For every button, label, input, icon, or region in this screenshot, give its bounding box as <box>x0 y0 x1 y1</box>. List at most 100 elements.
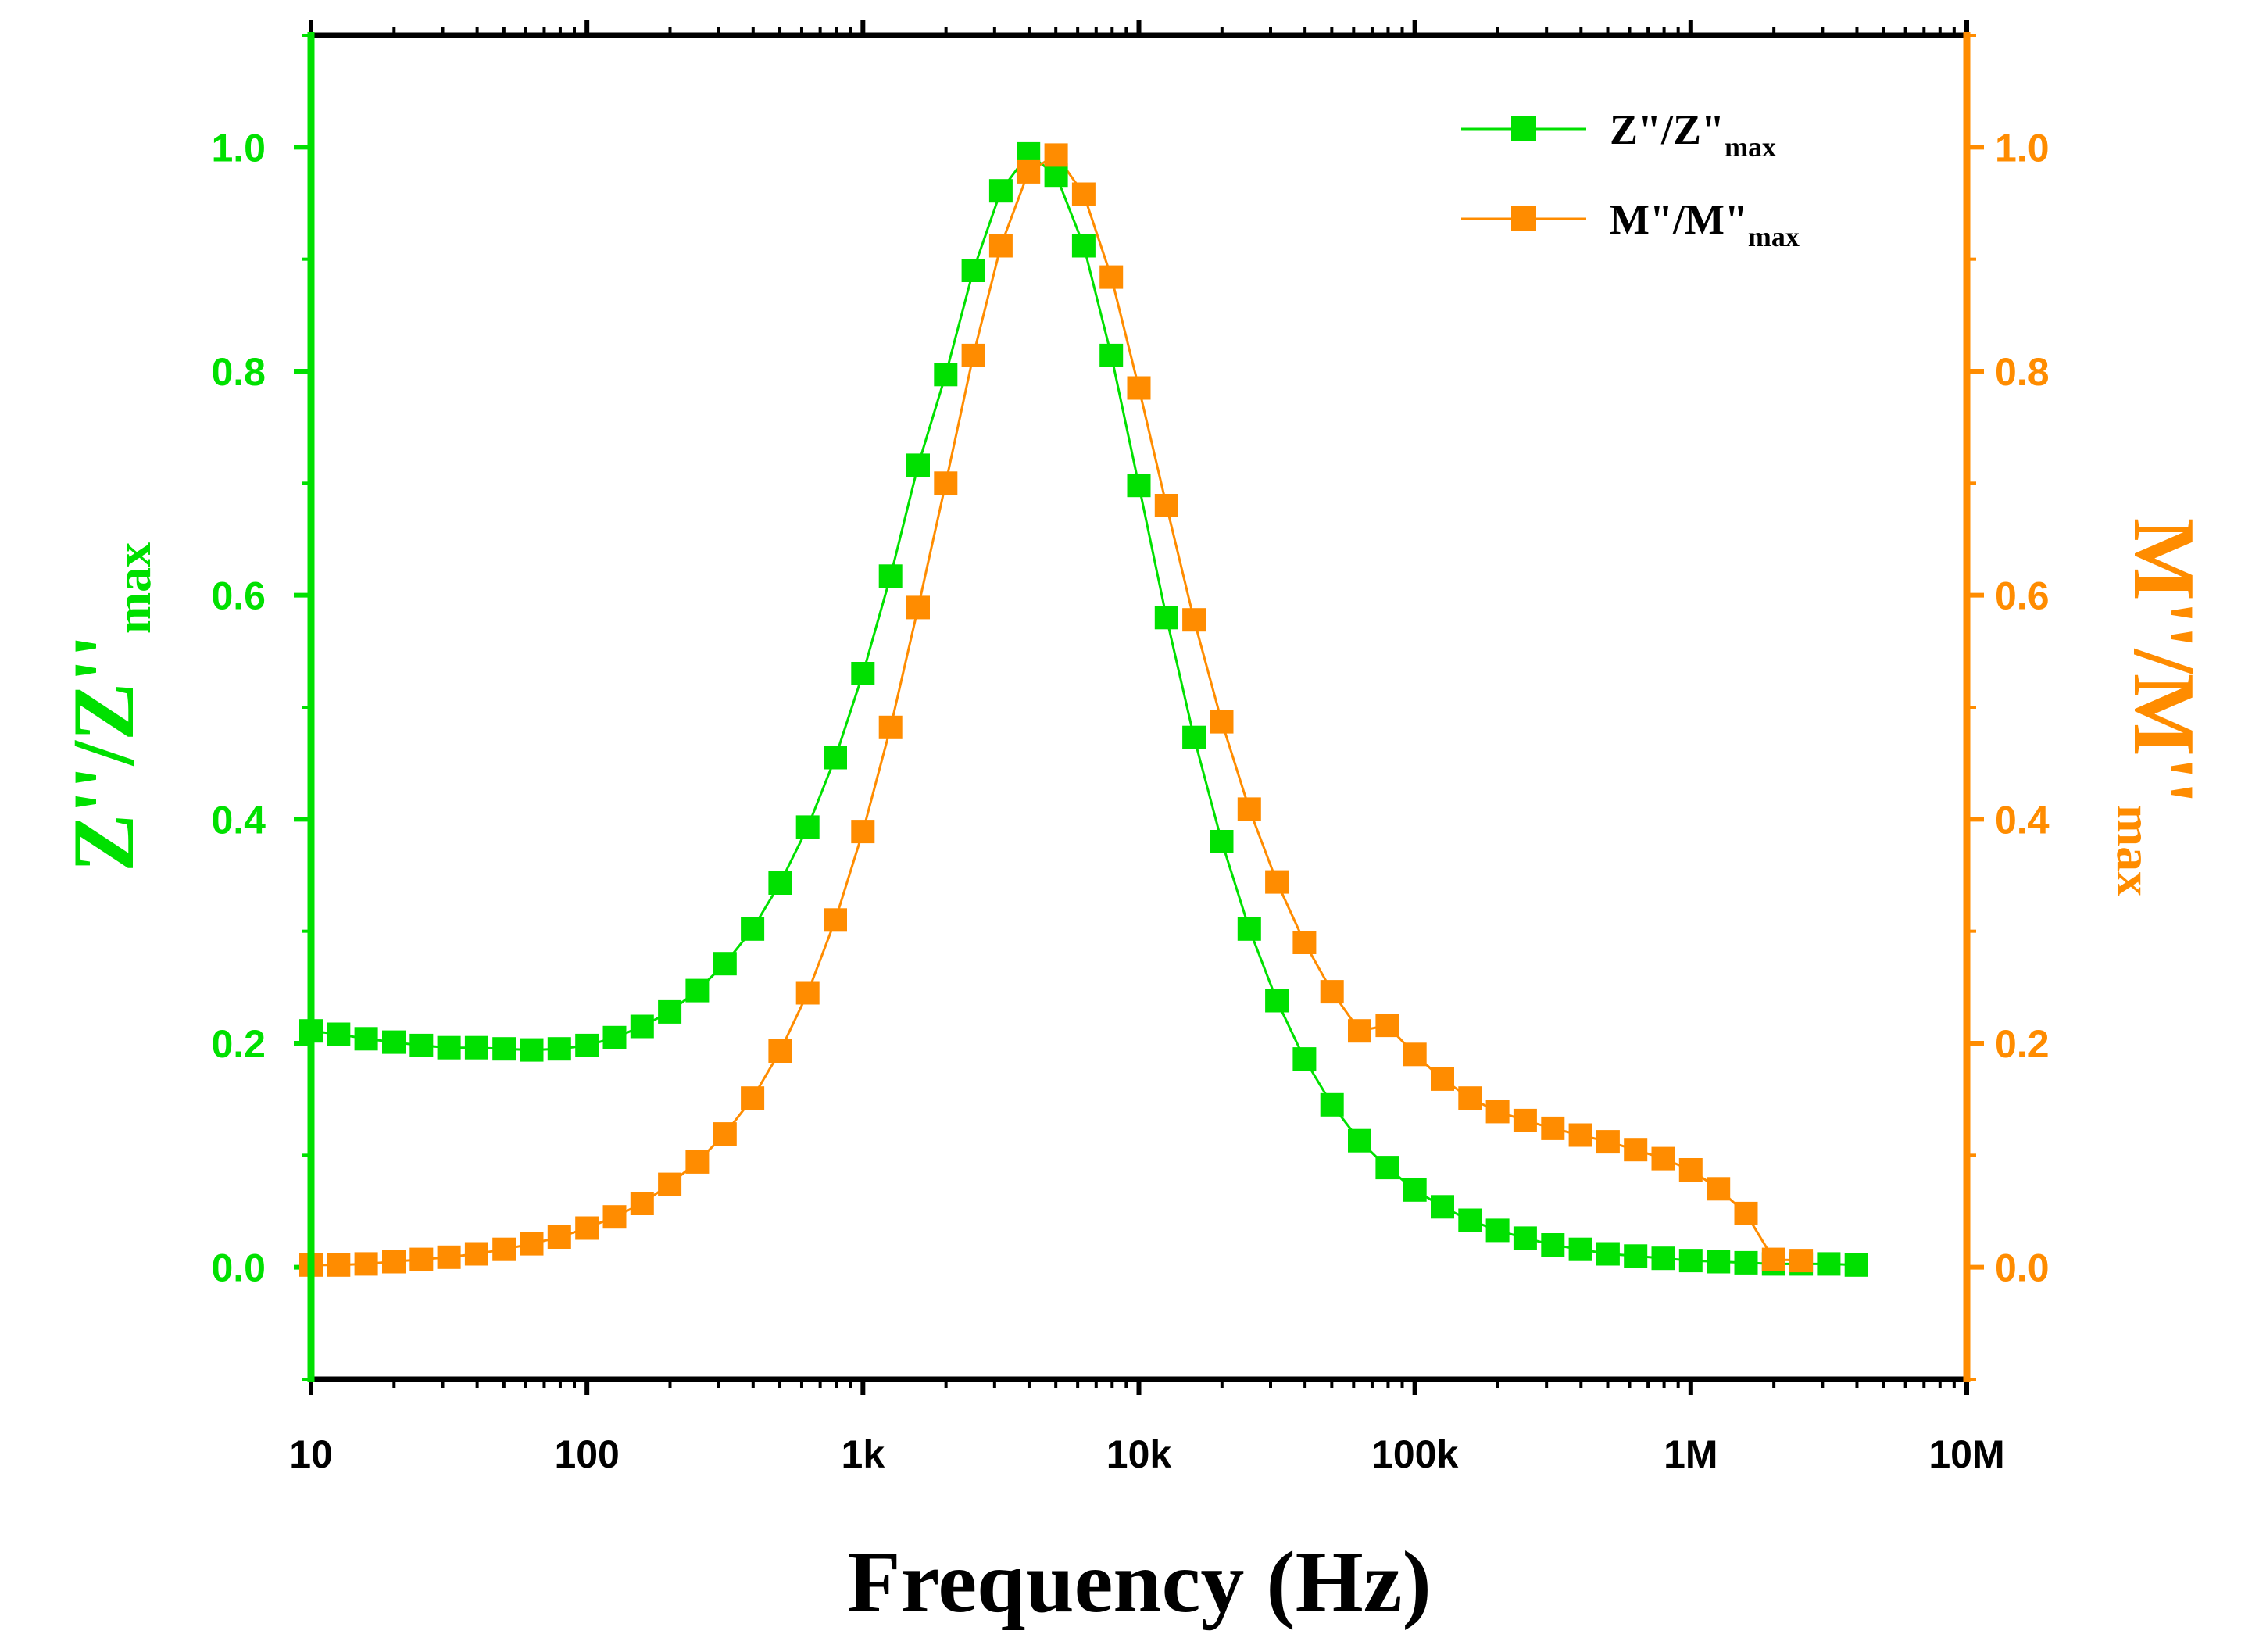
data-point-z <box>1844 1253 1868 1277</box>
right-y-tick-label: 1.0 <box>1995 126 2050 170</box>
right-y-axis-title-sub: max <box>2107 805 2162 896</box>
data-point-m <box>630 1192 654 1215</box>
data-point-z <box>1099 343 1124 367</box>
series-lines <box>310 152 1857 1267</box>
data-point-m <box>1292 931 1317 954</box>
data-point-m <box>575 1216 599 1240</box>
x-tick-label: 1k <box>842 1432 885 1476</box>
data-point-z <box>824 746 847 770</box>
right-y-tick-label: 0.0 <box>1995 1246 2050 1290</box>
legend-label-m: M"/M"max <box>1610 196 1800 252</box>
data-point-z <box>658 999 682 1024</box>
data-point-z <box>630 1014 654 1039</box>
data-point-z <box>768 871 792 895</box>
data-point-z <box>851 662 875 685</box>
data-point-m <box>1265 870 1289 894</box>
data-point-z <box>713 952 737 976</box>
data-point-z <box>1127 474 1151 498</box>
data-point-m <box>1044 143 1068 167</box>
data-point-z <box>464 1035 488 1060</box>
left-y-tick-label: 0.4 <box>211 798 266 842</box>
data-point-z <box>795 815 820 839</box>
data-point-z <box>1375 1156 1399 1180</box>
data-point-m <box>1182 608 1206 632</box>
data-point-m <box>1237 797 1261 821</box>
data-point-z <box>382 1030 406 1054</box>
data-point-z <box>1678 1249 1703 1273</box>
data-point-m <box>961 343 985 367</box>
data-point-z <box>878 564 903 588</box>
legend-label-m-main: M"/M" <box>1610 196 1748 243</box>
data-point-z <box>437 1035 461 1060</box>
legend-label-z-sub: max <box>1725 131 1776 163</box>
legend-entry-m: M"/M"max <box>1461 196 1800 252</box>
data-point-m <box>1485 1100 1510 1124</box>
data-point-m <box>1348 1019 1371 1043</box>
data-point-m <box>1458 1086 1482 1110</box>
left-y-tick-label: 0.6 <box>211 574 266 618</box>
x-tick-label: 10 <box>289 1432 333 1476</box>
x-tick-label: 1M <box>1664 1432 1717 1476</box>
legend-label-m-sub: max <box>1748 221 1800 252</box>
x-tick-label: 10k <box>1106 1432 1172 1476</box>
data-point-m <box>492 1237 516 1261</box>
legend-marker-z <box>1511 116 1536 141</box>
right-y-tick-label: 0.2 <box>1995 1022 2050 1066</box>
right-y-axis-title: M''/M''max <box>2107 518 2212 896</box>
data-point-z <box>1458 1208 1482 1232</box>
x-tick-label: 100k <box>1371 1432 1458 1476</box>
data-point-m <box>1734 1201 1758 1225</box>
data-point-z <box>1817 1252 1841 1276</box>
legend-label-z-main: Z"/Z" <box>1610 106 1725 153</box>
data-point-m <box>1320 980 1344 1004</box>
data-point-m <box>1789 1249 1814 1273</box>
left-y-axis-title-sub: max <box>105 542 161 634</box>
x-tick-labels: 10 100 1k 10k 100k 1M 10M <box>289 1432 2004 1476</box>
data-point-z <box>1265 989 1289 1013</box>
data-point-m <box>1210 710 1234 734</box>
data-point-m <box>1761 1247 1785 1271</box>
data-point-z <box>1513 1226 1537 1250</box>
data-point-m <box>1596 1130 1620 1154</box>
data-point-m <box>1154 494 1178 517</box>
data-point-m <box>824 908 847 932</box>
x-tick-label: 100 <box>554 1432 619 1476</box>
data-point-z <box>1182 725 1206 749</box>
data-point-m <box>851 820 875 844</box>
data-point-z <box>1734 1250 1758 1275</box>
data-point-z <box>520 1038 544 1062</box>
data-point-z <box>575 1033 599 1057</box>
data-point-m <box>547 1225 571 1249</box>
data-point-m <box>464 1242 488 1266</box>
data-point-z <box>547 1037 571 1061</box>
data-point-z <box>741 917 765 941</box>
data-point-m <box>1099 265 1124 289</box>
data-point-m <box>1017 159 1041 184</box>
left-y-axis-title: Z''/Z''max <box>55 542 161 872</box>
data-point-m <box>1541 1116 1565 1140</box>
data-point-m <box>1707 1177 1731 1201</box>
right-y-tick-label: 0.4 <box>1995 798 2050 842</box>
x-axis-title: Frequency (Hz) <box>847 1534 1432 1631</box>
data-point-m <box>382 1250 406 1274</box>
left-y-tick-labels: 0.0 0.2 0.4 0.6 0.8 1.0 <box>211 126 266 1289</box>
right-y-tick-label: 0.6 <box>1995 574 2050 618</box>
data-point-z <box>1071 234 1096 258</box>
data-point-m <box>409 1247 434 1271</box>
data-point-m <box>713 1122 737 1146</box>
data-point-m <box>768 1039 792 1063</box>
data-point-z <box>961 259 985 282</box>
right-y-axis-title-main: M''/M'' <box>2115 518 2212 805</box>
data-point-m <box>327 1253 351 1277</box>
data-point-m <box>1678 1158 1703 1182</box>
data-point-z <box>354 1027 378 1051</box>
data-point-z <box>1624 1244 1648 1268</box>
left-y-tick-label: 0.2 <box>211 1022 266 1066</box>
data-point-m <box>1651 1146 1675 1171</box>
data-point-m <box>658 1172 682 1196</box>
data-point-m <box>741 1086 765 1110</box>
data-point-z <box>327 1022 351 1046</box>
series-markers <box>299 141 1868 1277</box>
data-point-z <box>1707 1250 1731 1274</box>
